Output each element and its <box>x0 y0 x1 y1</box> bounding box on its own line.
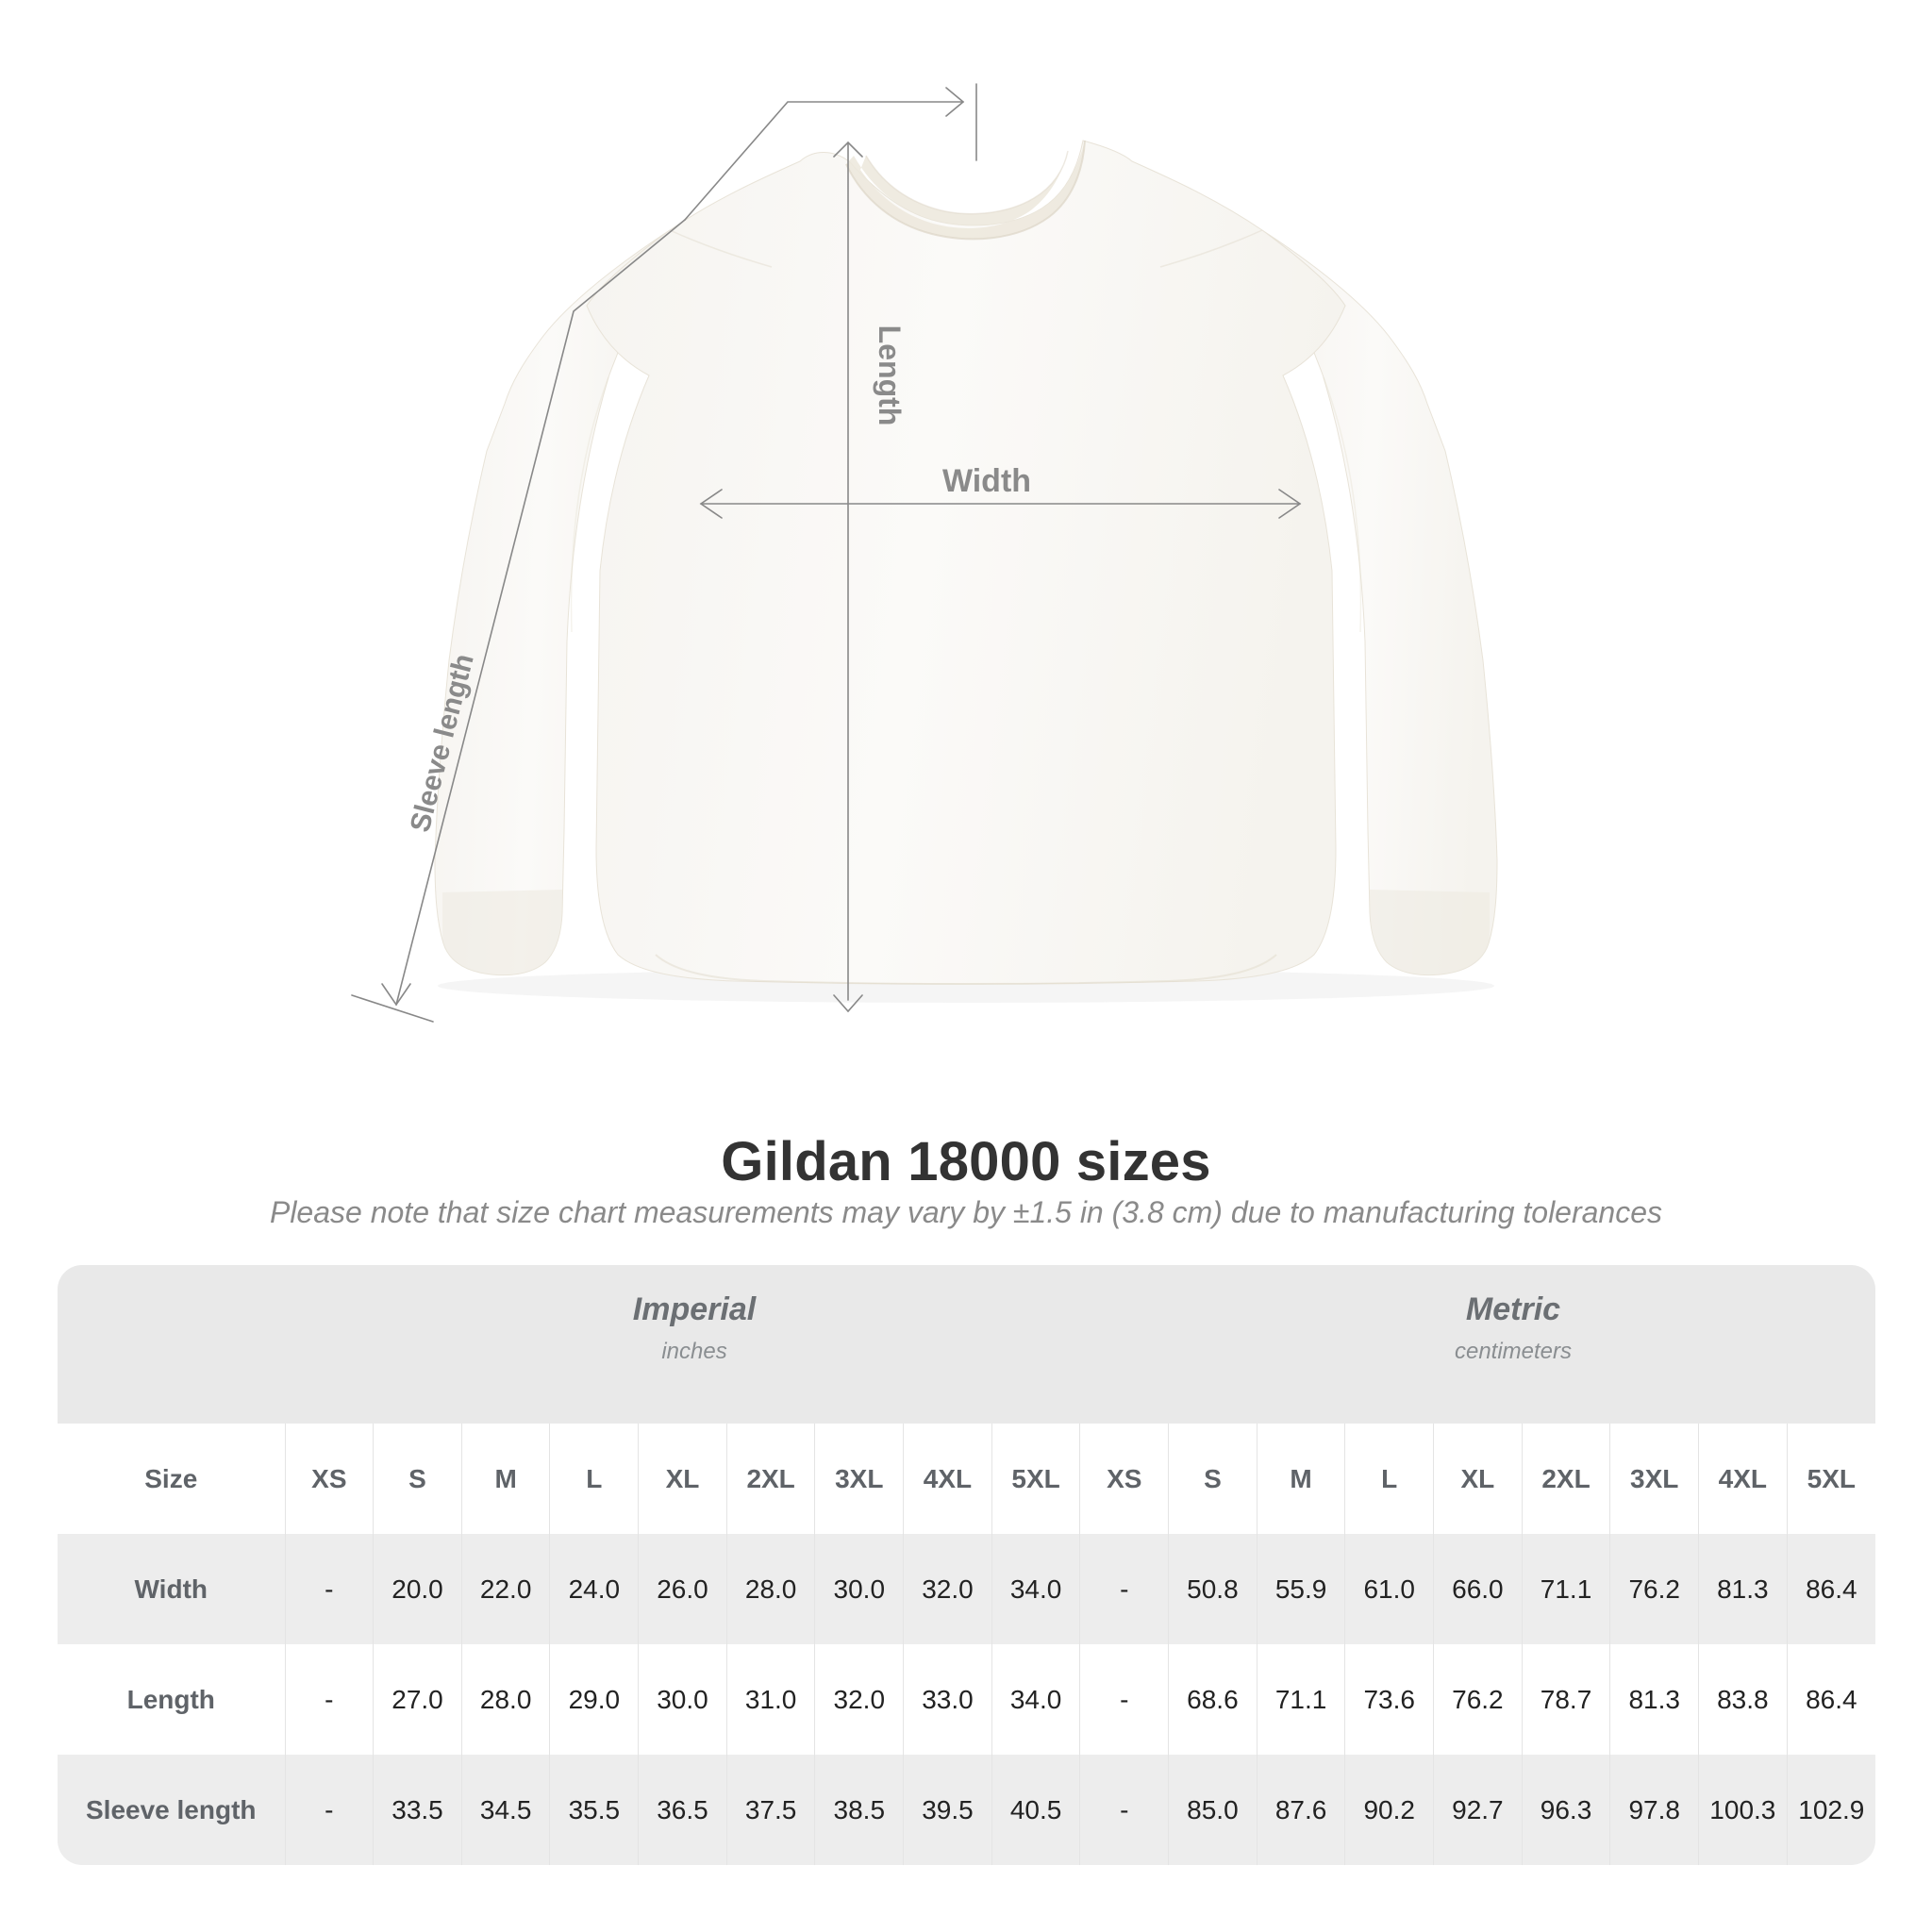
svg-text:Width: Width <box>942 463 1031 499</box>
svg-text:Length: Length <box>873 325 907 426</box>
